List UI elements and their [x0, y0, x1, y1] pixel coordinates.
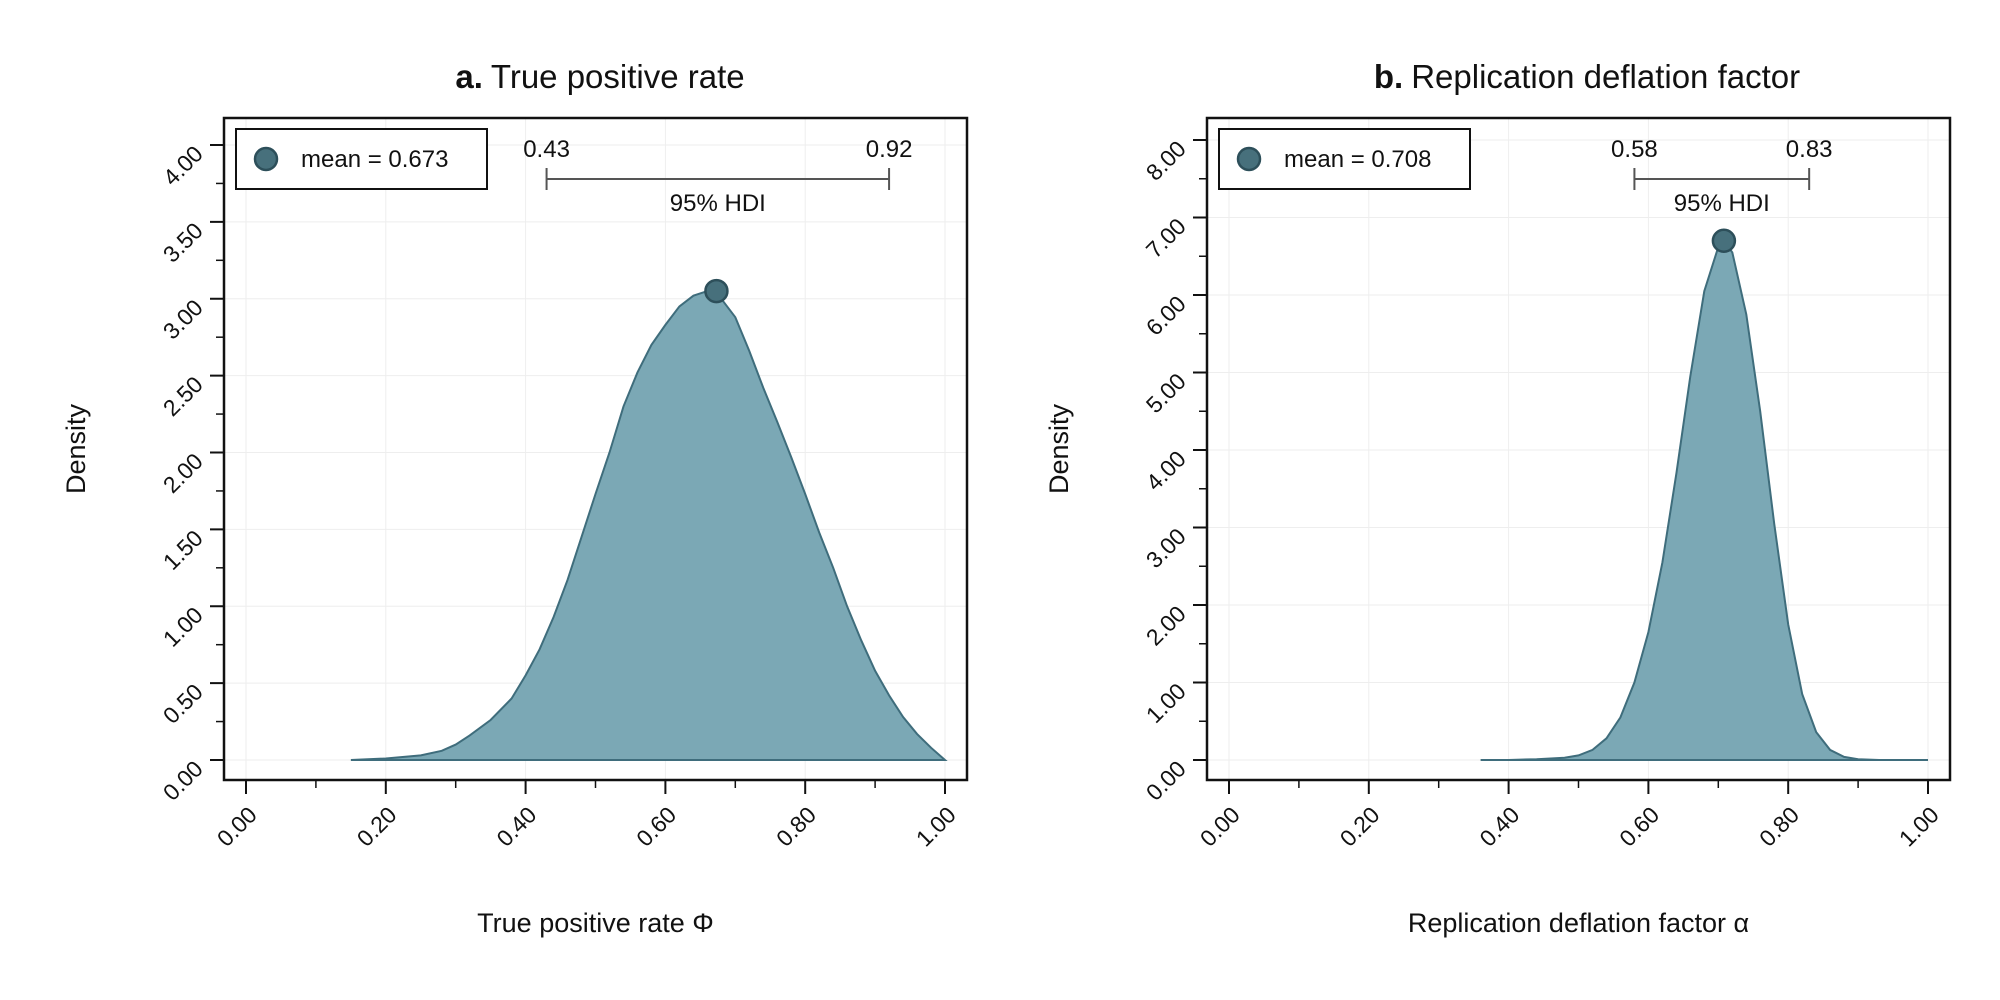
- panel-b-y-tick-label: 6.00: [1141, 290, 1191, 340]
- panel-a-x-tick-label: 0.60: [631, 801, 681, 851]
- panel-b-hdi-high-label: 0.83: [1786, 136, 1833, 163]
- panel-a-y-tick-label: 3.00: [158, 294, 208, 344]
- panel-b-x-tick-label: 0.40: [1474, 801, 1524, 851]
- panel-b-legend-label: mean = 0.708: [1284, 146, 1431, 173]
- panel-a-y-tick-label: 1.50: [158, 525, 208, 575]
- panel-b-legend-marker: [1236, 146, 1262, 172]
- panel-b-plot: 0.00 0.20 0.40 0.60 0.80 1.00 0.00 1.00 2.00 3.00…: [1044, 116, 1952, 938]
- panel-b-x-axis-label: Replication deflation factor α: [1408, 908, 1749, 938]
- panel-a-title: a. True positive rate: [455, 58, 744, 95]
- panel-b-y-tick-label: 1.00: [1141, 678, 1191, 728]
- panel-b-y-tick-label: 4.00: [1141, 445, 1191, 495]
- panel-b-y-tick-label: 8.00: [1141, 135, 1191, 185]
- panel-a-x-tick-label: 0.80: [771, 801, 821, 851]
- panel-b-y-tick-label: 3.00: [1141, 523, 1191, 573]
- panel-a-y-axis-label: Density: [61, 403, 91, 494]
- panel-b-x-tick-label: 0.00: [1195, 801, 1245, 851]
- panel-a-x-tick-label: 1.00: [911, 801, 961, 851]
- panel-a-y-tick-label: 2.00: [158, 448, 208, 498]
- panel-a: a. True positive rate 0.00 0.20 0.40 0.60 0.8…: [61, 58, 969, 938]
- panel-a-hdi-label: 95% HDI: [670, 190, 766, 217]
- panel-b-y-tick-label: 7.00: [1141, 213, 1191, 263]
- panel-b-x-tick-label: 0.20: [1335, 801, 1385, 851]
- panel-a-plot: 0.00 0.20 0.40 0.60 0.80 1.00 0.00 0.50 1.00 1.50…: [61, 116, 969, 938]
- panel-b-hdi-label: 95% HDI: [1674, 190, 1770, 217]
- panel-a-x-tick-label: 0.40: [491, 801, 541, 851]
- panel-b-x-tick-label: 1.00: [1894, 801, 1944, 851]
- panel-a-y-tick-label: 4.00: [158, 140, 208, 190]
- panel-a-y-tick-label: 2.50: [158, 371, 208, 421]
- panel-a-title-text: True positive rate: [491, 58, 745, 95]
- panel-a-x-axis-label: True positive rate Φ: [477, 908, 714, 938]
- panel-a-legend-label: mean = 0.673: [301, 146, 448, 173]
- panel-a-x-tick-label: 0.20: [352, 801, 402, 851]
- panel-b-x-tick-label: 0.80: [1754, 801, 1804, 851]
- panel-b: b. Replication deflation factor 0.00 0.20 0…: [1044, 58, 1952, 938]
- panel-a-letter: a.: [455, 58, 483, 95]
- panel-a-mean-marker: [704, 278, 729, 304]
- panel-b-mean-marker: [1711, 228, 1737, 253]
- panel-b-y-axis-label: Density: [1044, 403, 1074, 494]
- panel-a-legend-marker: [253, 146, 279, 172]
- panel-a-y-tick-label: 1.00: [158, 602, 208, 652]
- panel-a-y-tick-label: 0.50: [158, 679, 208, 729]
- panel-b-x-tick-label: 0.60: [1614, 801, 1664, 851]
- panel-b-y-tick-label: 2.00: [1141, 600, 1191, 650]
- panel-a-hdi-high-label: 0.92: [866, 136, 913, 163]
- panel-a-hdi-low-label: 0.43: [523, 136, 570, 163]
- panel-a-x-tick-label: 0.00: [212, 801, 262, 851]
- panel-a-y-tick-label: 3.50: [158, 217, 208, 267]
- panel-b-title: b. Replication deflation factor: [1374, 58, 1800, 95]
- panel-b-y-tick-label: 0.00: [1141, 755, 1191, 805]
- panel-a-density-area: [350, 290, 948, 761]
- panel-b-y-tick-label: 5.00: [1141, 368, 1191, 418]
- panel-b-hdi-low-label: 0.58: [1611, 136, 1658, 163]
- panel-b-title-text: Replication deflation factor: [1411, 58, 1800, 95]
- panel-b-letter: b.: [1374, 58, 1403, 95]
- panel-a-y-tick-label: 0.00: [158, 755, 208, 805]
